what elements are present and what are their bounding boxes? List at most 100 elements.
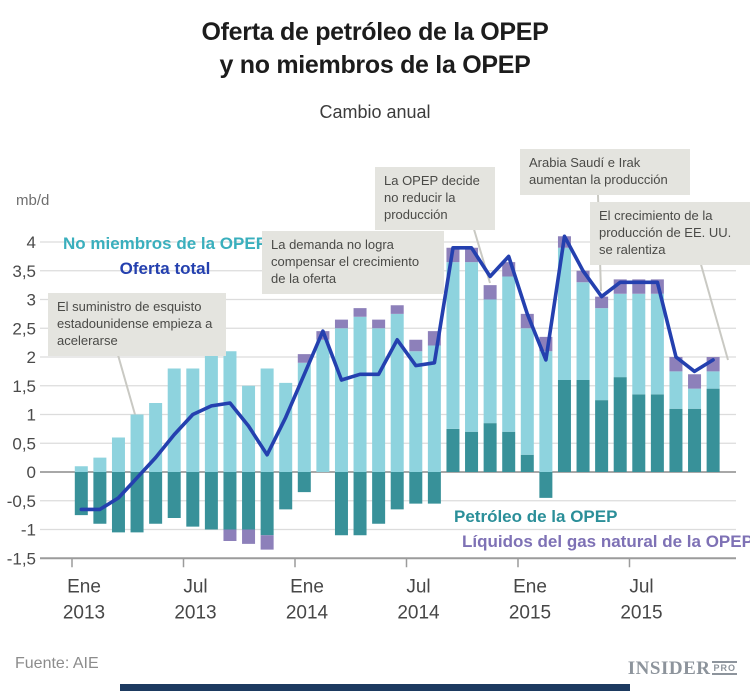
bar-opec-crude [297, 472, 311, 493]
bar-opec-ngl [595, 296, 609, 309]
bar-opec-crude [409, 472, 423, 504]
bar-opec-crude [390, 472, 404, 510]
bar-non-opec [334, 328, 348, 472]
bar-non-opec [539, 351, 553, 472]
svg-text:-1,5: -1,5 [7, 549, 36, 568]
bar-non-opec [502, 276, 516, 432]
bar-opec-ngl [334, 319, 348, 329]
total-line-group [79, 234, 715, 512]
svg-text:Ene: Ene [513, 576, 547, 597]
legend-opec-ngl: Líquidos del gas natural de la OPEP [462, 532, 750, 551]
bar-non-opec [632, 293, 646, 395]
bar-non-opec [111, 437, 125, 472]
svg-text:Ene: Ene [290, 576, 324, 597]
bar-non-opec [390, 313, 404, 472]
svg-text:1,5: 1,5 [12, 377, 36, 396]
legend-total-supply: Oferta total [119, 259, 211, 278]
svg-text:2014: 2014 [397, 602, 440, 623]
bar-opec-crude [613, 377, 627, 472]
bar-opec-crude [223, 472, 237, 530]
bar-non-opec [465, 262, 479, 432]
bar-opec-ngl [353, 308, 367, 317]
legend-non-opec: No miembros de la OPEP [62, 234, 268, 253]
bar-opec-crude [706, 388, 720, 472]
bar-opec-ngl [242, 529, 256, 544]
svg-text:Jul: Jul [406, 576, 430, 597]
bar-non-opec [595, 308, 609, 401]
svg-text:2: 2 [27, 348, 36, 367]
bar-opec-crude [632, 394, 646, 472]
bar-opec-crude [334, 472, 348, 536]
bar-opec-ngl [688, 374, 702, 389]
svg-text:2013: 2013 [63, 602, 105, 623]
bar-non-opec [186, 368, 200, 472]
svg-text:Ene: Ene [67, 576, 101, 597]
bar-opec-crude [204, 472, 218, 530]
title-line-1: Oferta de petróleo de la OPEP [201, 18, 549, 46]
bar-non-opec [279, 382, 293, 472]
bar-non-opec [557, 247, 571, 380]
annotation-demand-lag: La demanda no logra compensar el crecimi… [262, 231, 444, 294]
bar-opec-crude [576, 380, 590, 472]
bar-opec-crude [372, 472, 386, 524]
svg-text:2014: 2014 [286, 602, 329, 623]
bar-opec-crude [502, 431, 516, 472]
bar-non-opec [409, 351, 423, 472]
bar-opec-crude [149, 472, 163, 524]
bar-non-opec [520, 328, 534, 455]
bar-non-opec [372, 328, 386, 472]
source-note: Fuente: AIE [15, 655, 99, 672]
bar-non-opec [130, 414, 144, 472]
annotation-us-shale: El suministro de esquisto estadounidense… [48, 293, 226, 356]
bar-opec-crude [669, 408, 683, 472]
insider-pro-logo: INSIDER PRO [628, 658, 737, 680]
bar-opec-crude [539, 472, 553, 498]
bar-opec-ngl [297, 354, 311, 363]
svg-text:3,5: 3,5 [12, 262, 36, 281]
bar-non-opec [167, 368, 181, 472]
bottom-accent-bar [120, 684, 630, 691]
bar-non-opec [297, 362, 311, 472]
bar-non-opec [576, 282, 590, 380]
bar-opec-ngl [372, 319, 386, 329]
bar-non-opec [223, 351, 237, 472]
bar-non-opec [650, 293, 664, 395]
bar-opec-crude [465, 431, 479, 472]
bar-non-opec [669, 371, 683, 409]
bar-non-opec [204, 351, 218, 472]
annotation-saudi-iraq: Arabia Saudí e Irak aumentan la producci… [520, 149, 690, 195]
bar-opec-crude [688, 408, 702, 472]
bar-non-opec [427, 345, 441, 472]
bar-opec-crude [130, 472, 144, 533]
svg-text:2,5: 2,5 [12, 319, 36, 338]
logo-main-text: INSIDER [627, 658, 711, 679]
logo-sub-text: PRO [712, 661, 737, 675]
bar-opec-crude [242, 472, 256, 530]
bar-opec-crude [93, 472, 107, 524]
bar-non-opec [316, 339, 330, 472]
bar-non-opec [688, 388, 702, 409]
bar-opec-crude [595, 400, 609, 472]
bar-opec-ngl [260, 535, 274, 550]
page-title: Oferta de petróleo de la OPEP y no miemb… [0, 16, 750, 81]
bar-opec-crude [186, 472, 200, 527]
bar-opec-ngl [390, 305, 404, 314]
svg-text:0,5: 0,5 [12, 434, 36, 453]
bar-opec-crude [557, 380, 571, 472]
bar-non-opec [483, 299, 497, 424]
bar-non-opec [74, 466, 88, 472]
total-supply-line [79, 234, 715, 512]
bar-opec-crude [74, 472, 88, 516]
bar-non-opec [93, 457, 107, 472]
chart-subtitle: Cambio anual [319, 102, 431, 122]
bar-non-opec [613, 293, 627, 378]
stacked-bars [74, 236, 720, 550]
svg-text:2015: 2015 [509, 602, 551, 623]
title-line-2: y no miembros de la OPEP [219, 50, 531, 79]
svg-text:2015: 2015 [620, 602, 662, 623]
bar-opec-ngl [409, 339, 423, 352]
y-unit-label: mb/d [16, 192, 49, 209]
bar-opec-crude [446, 428, 460, 472]
bar-opec-crude [650, 394, 664, 472]
